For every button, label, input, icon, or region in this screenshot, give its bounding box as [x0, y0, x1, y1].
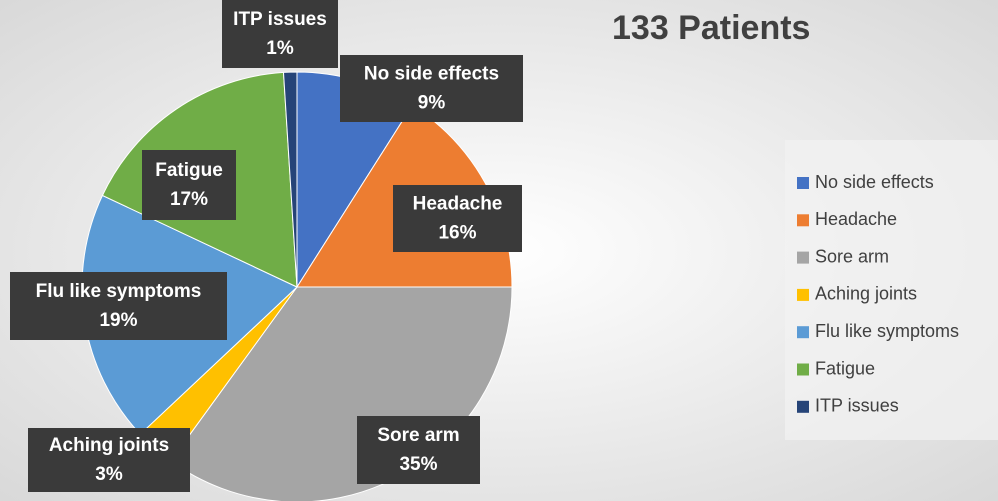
legend-label: ITP issues — [815, 396, 899, 416]
data-label-name: Sore arm — [377, 425, 459, 446]
legend-label: Headache — [815, 209, 897, 229]
legend-label: Flu like symptoms — [815, 321, 959, 341]
legend-label: Sore arm — [815, 246, 889, 266]
data-label-box — [340, 55, 523, 122]
legend-label: Fatigue — [815, 358, 875, 378]
legend-label: Aching joints — [815, 284, 917, 304]
data-label-value: 9% — [418, 93, 446, 114]
data-label-name: Flu like symptoms — [36, 281, 202, 302]
data-label-box — [357, 416, 480, 484]
pie-slice — [282, 71, 298, 288]
data-label-box — [222, 0, 338, 68]
legend-swatch — [797, 177, 809, 189]
legend-swatch — [797, 363, 809, 376]
legend-label: No side effects — [815, 172, 934, 192]
legend-swatch — [797, 251, 809, 264]
legend-swatch — [797, 400, 809, 413]
data-label-name: No side effects — [364, 64, 499, 85]
chart-title: 133 Patients — [612, 9, 810, 47]
legend-box — [785, 140, 998, 440]
data-label-value: 16% — [438, 223, 476, 244]
data-label-box — [393, 185, 522, 252]
data-label-value: 19% — [99, 310, 137, 331]
data-label-box — [10, 272, 227, 340]
legend-swatch — [797, 214, 809, 227]
data-label-value: 35% — [399, 454, 437, 475]
data-label-value: 17% — [170, 189, 208, 210]
data-label-name: ITP issues — [233, 9, 327, 30]
legend-swatch — [797, 288, 809, 301]
data-label-name: Aching joints — [49, 435, 169, 456]
data-label-value: 1% — [266, 38, 294, 59]
data-label-name: Headache — [413, 194, 503, 215]
data-label-name: Fatigue — [155, 160, 223, 181]
legend-swatch — [797, 326, 809, 339]
data-label-box — [142, 150, 236, 220]
data-label-box — [28, 428, 190, 492]
data-label-value: 3% — [95, 464, 123, 485]
